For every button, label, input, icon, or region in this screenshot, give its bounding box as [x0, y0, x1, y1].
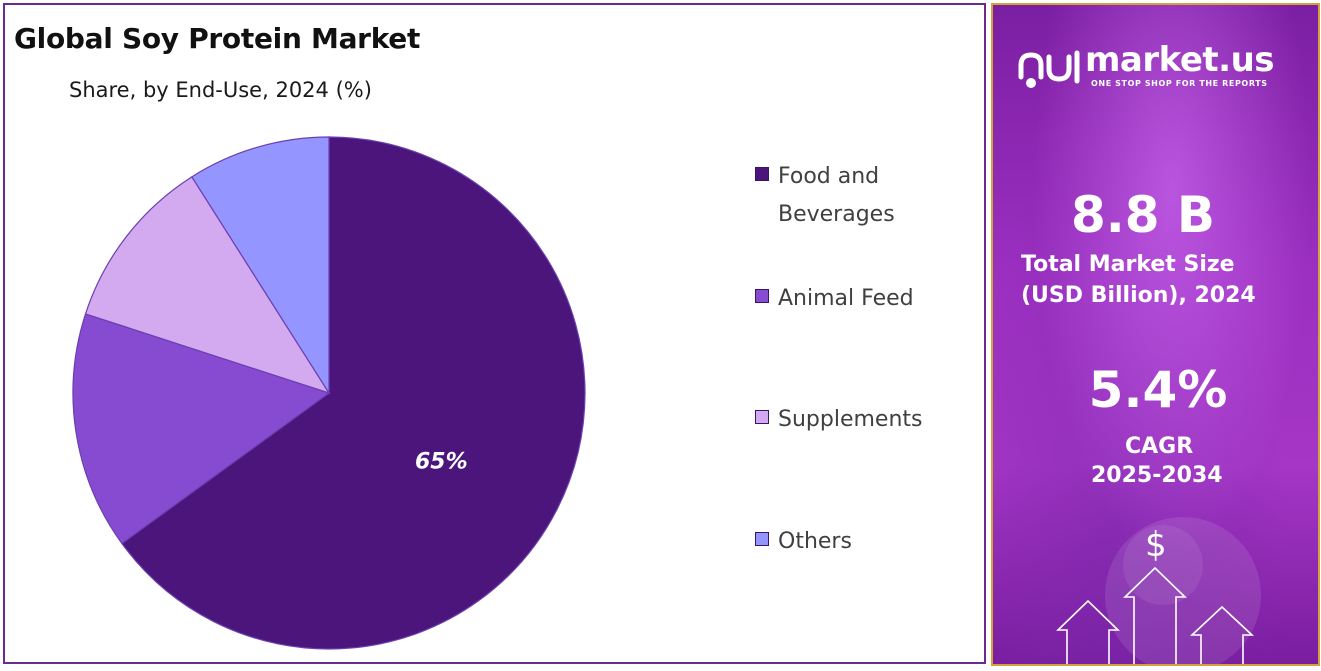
pie-slice-others[interactable]	[190, 136, 330, 396]
legend-item-others[interactable]: Others	[755, 523, 958, 561]
pie-chart: 65%	[72, 136, 586, 650]
pie-slice-supplements[interactable]	[84, 176, 331, 395]
legend-item-food-and-beverages[interactable]: Food and Beverages	[755, 158, 958, 234]
growth-arrows-icon	[1056, 566, 1255, 664]
legend-label: Food and Beverages	[778, 164, 895, 227]
data-label-food-and-beverages: 65%	[415, 449, 468, 474]
info-panel: market.us ONE STOP SHOP FOR THE REPORTS …	[991, 3, 1320, 666]
pie-slice-food-and-beverages[interactable]	[121, 136, 586, 650]
chart-panel: Global Soy Protein Market Share, by End-…	[3, 3, 986, 664]
market-size-value: 8.8 B	[1070, 186, 1216, 244]
legend-label: Animal Feed	[778, 286, 914, 311]
brand-tagline: ONE STOP SHOP FOR THE REPORTS	[1091, 79, 1268, 88]
legend-item-supplements[interactable]: Supplements	[755, 401, 958, 439]
legend-label: Supplements	[778, 407, 923, 432]
chart-subtitle: Share, by End-Use, 2024 (%)	[69, 78, 372, 102]
dollar-icon: $	[1145, 525, 1167, 565]
market-size-label-2: (USD Billion), 2024	[1021, 283, 1256, 308]
legend-swatch	[755, 410, 769, 424]
cagr-value: 5.4%	[1088, 361, 1228, 419]
brand-name: market.us	[1085, 40, 1275, 80]
legend-swatch	[755, 289, 769, 303]
legend-item-animal-feed[interactable]: Animal Feed	[755, 280, 958, 318]
legend-swatch	[755, 532, 769, 546]
market-size-label-1: Total Market Size	[1021, 252, 1235, 277]
legend-label: Others	[778, 529, 852, 554]
info-decoration	[1018, 50, 1261, 664]
cagr-period: 2025-2034	[1091, 463, 1223, 488]
chart-title: Global Soy Protein Market	[14, 22, 421, 55]
market-us-logo-icon	[1018, 50, 1080, 88]
cagr-label: CAGR	[1125, 434, 1194, 459]
pie-slice-animal-feed[interactable]	[72, 313, 331, 545]
legend-swatch	[755, 167, 769, 181]
